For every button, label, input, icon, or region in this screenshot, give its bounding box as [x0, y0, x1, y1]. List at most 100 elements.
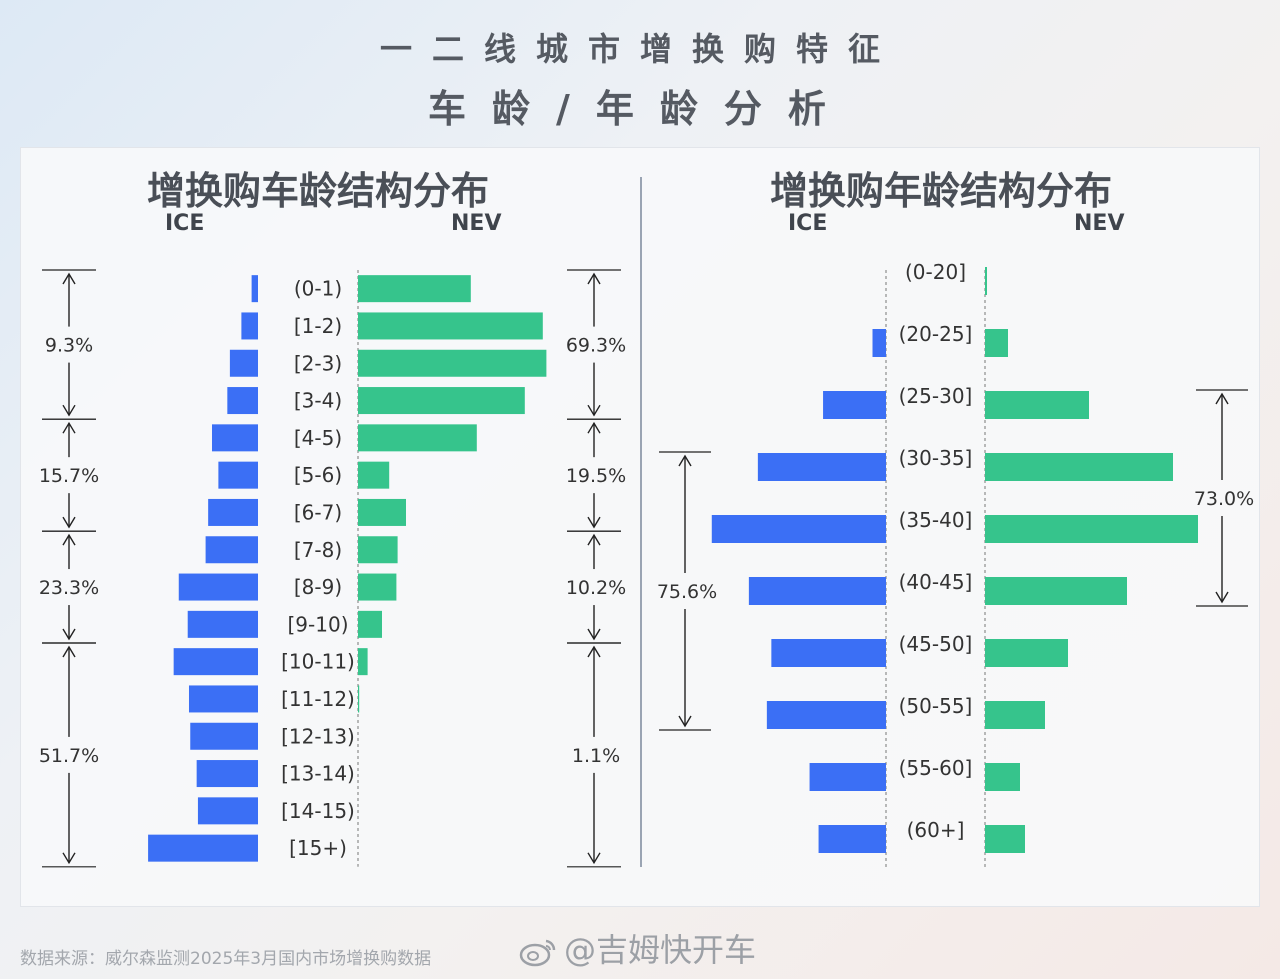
- vehicle-age-ice-bracket-label: 9.3%: [45, 335, 93, 357]
- weibo-icon: [519, 939, 556, 967]
- vehicle-age-category-label: [5-6): [294, 463, 342, 487]
- owner-age-nev-bar: [985, 701, 1045, 729]
- right-ice-label: ICE: [788, 211, 828, 236]
- owner-age-nev-bracket-label: 73.0%: [1194, 488, 1254, 510]
- vehicle-age-ice-bar: [173, 648, 258, 676]
- panel-divider: [640, 177, 642, 867]
- vehicle-age-nev-bracket-label: 1.1%: [572, 745, 620, 767]
- owner-age-category-label: (50-55]: [899, 694, 973, 718]
- owner-age-category-label: (60+]: [907, 818, 965, 842]
- vehicle-age-nev-bar: [358, 648, 368, 676]
- vehicle-age-ice-bar: [227, 387, 258, 415]
- vehicle-age-ice-bar: [229, 349, 258, 377]
- owner-age-ice-bar: [809, 763, 886, 791]
- vehicle-age-ice-bracket-label: 15.7%: [39, 465, 99, 487]
- left-nev-label: NEV: [451, 211, 502, 236]
- vehicle-age-ice-bracket-down-arrow: [62, 852, 76, 865]
- vehicle-age-nev-bar: [358, 312, 543, 340]
- vehicle-age-category-label: [15+): [289, 836, 347, 860]
- right-chart-title: 增换购年龄结构分布: [770, 169, 1113, 213]
- owner-age-nev-bar: [985, 577, 1127, 605]
- vehicle-age-category-label: [11-12): [281, 687, 355, 711]
- owner-age-nev-bracket-up-arrow: [1215, 392, 1229, 405]
- owner-age-nev-bracket-down-arrow: [1215, 591, 1229, 604]
- watermark-text: @吉姆快开车: [564, 931, 757, 969]
- right-nev-label: NEV: [1074, 211, 1125, 236]
- vehicle-age-category-label: [12-13): [281, 724, 355, 748]
- owner-age-category-label: (40-45]: [899, 570, 973, 594]
- owner-age-category-label: (35-40]: [899, 508, 973, 532]
- vehicle-age-category-label: [10-11): [281, 650, 355, 674]
- owner-age-category-label: (20-25]: [899, 322, 973, 346]
- owner-age-ice-bar: [818, 825, 886, 853]
- left-ice-label: ICE: [165, 211, 205, 236]
- vehicle-age-ice-bracket-label: 51.7%: [39, 745, 99, 767]
- vehicle-age-ice-bracket-up-arrow: [62, 645, 76, 658]
- owner-age-nev-bar: [985, 515, 1198, 543]
- owner-age-ice-bracket-label: 75.6%: [657, 581, 717, 603]
- owner-age-nev-bar: [985, 329, 1008, 357]
- owner-age-category-label: (55-60]: [899, 756, 973, 780]
- vehicle-age-ice-bracket-up-arrow: [62, 421, 76, 434]
- vehicle-age-nev-bracket-up-arrow: [587, 421, 601, 434]
- owner-age-ice-bar: [757, 453, 886, 481]
- author-watermark: @吉姆快开车: [518, 925, 756, 971]
- vehicle-age-ice-bar: [188, 685, 258, 713]
- vehicle-age-category-label: [9-10): [288, 612, 349, 636]
- vehicle-age-category-label: [2-3): [294, 351, 342, 375]
- vehicle-age-nev-bracket-up-arrow: [587, 533, 601, 546]
- owner-age-nev-bar: [985, 825, 1025, 853]
- vehicle-age-ice-bracket-up-arrow: [62, 272, 76, 285]
- vehicle-age-ice-bracket-down-arrow: [62, 404, 76, 417]
- vehicle-age-nev-bar: [358, 536, 398, 564]
- main-title-line2: 车龄/年龄分析: [428, 87, 852, 131]
- vehicle-age-category-label: [13-14): [281, 762, 355, 786]
- vehicle-age-ice-bar: [208, 498, 258, 526]
- vehicle-age-category-label: [3-4): [294, 389, 342, 413]
- owner-age-ice-bar: [771, 639, 886, 667]
- vehicle-age-nev-bracket-down-arrow: [587, 852, 601, 865]
- vehicle-age-nev-bar: [358, 387, 525, 415]
- vehicle-age-ice-bar: [251, 275, 258, 303]
- vehicle-age-category-label: [14-15): [281, 799, 355, 823]
- vehicle-age-nev-bar: [358, 685, 360, 713]
- vehicle-age-nev-bar: [358, 424, 477, 452]
- vehicle-age-nev-bar: [358, 275, 471, 303]
- left-chart-title: 增换购车龄结构分布: [147, 169, 490, 213]
- vehicle-age-ice-bar: [196, 760, 258, 788]
- vehicle-age-nev-bracket-down-arrow: [587, 628, 601, 641]
- vehicle-age-ice-bracket-up-arrow: [62, 533, 76, 546]
- owner-age-category-label: (25-30]: [899, 384, 973, 408]
- vehicle-age-ice-bracket-down-arrow: [62, 516, 76, 529]
- vehicle-age-nev-bracket-down-arrow: [587, 516, 601, 529]
- vehicle-age-ice-bar: [148, 834, 258, 862]
- owner-age-nev-bar: [985, 267, 987, 295]
- vehicle-age-nev-bracket-label: 19.5%: [566, 465, 626, 487]
- vehicle-age-nev-bracket-down-arrow: [587, 404, 601, 417]
- vehicle-age-nev-bracket-up-arrow: [587, 272, 601, 285]
- vehicle-age-category-label: [8-9): [294, 575, 342, 599]
- vehicle-age-ice-bar: [197, 797, 258, 825]
- vehicle-age-ice-bar: [218, 461, 258, 489]
- vehicle-age-ice-bar: [205, 536, 258, 564]
- vehicle-age-category-label: (0-1): [294, 277, 342, 301]
- vehicle-age-ice-bracket-label: 23.3%: [39, 577, 99, 599]
- vehicle-age-nev-bar: [358, 349, 547, 377]
- owner-age-ice-bar: [823, 391, 886, 419]
- owner-age-nev-bar: [985, 763, 1020, 791]
- owner-age-ice-bar: [748, 577, 886, 605]
- owner-age-category-label: (0-20]: [905, 260, 966, 284]
- vehicle-age-nev-bracket-label: 69.3%: [566, 335, 626, 357]
- data-source-note: 数据来源：威尔森监测2025年3月国内市场增换购数据: [20, 949, 432, 969]
- owner-age-category-label: (30-35]: [899, 446, 973, 470]
- owner-age-category-label: (45-50]: [899, 632, 973, 656]
- vehicle-age-ice-bar: [190, 722, 258, 750]
- vehicle-age-nev-bracket-label: 10.2%: [566, 577, 626, 599]
- vehicle-age-category-label: [7-8): [294, 538, 342, 562]
- main-title-line1: 一二线城市增换购特征: [379, 30, 900, 68]
- vehicle-age-ice-bar: [187, 610, 258, 638]
- owner-age-nev-bar: [985, 391, 1089, 419]
- vehicle-age-nev-bar: [358, 573, 397, 601]
- owner-age-nev-bar: [985, 639, 1068, 667]
